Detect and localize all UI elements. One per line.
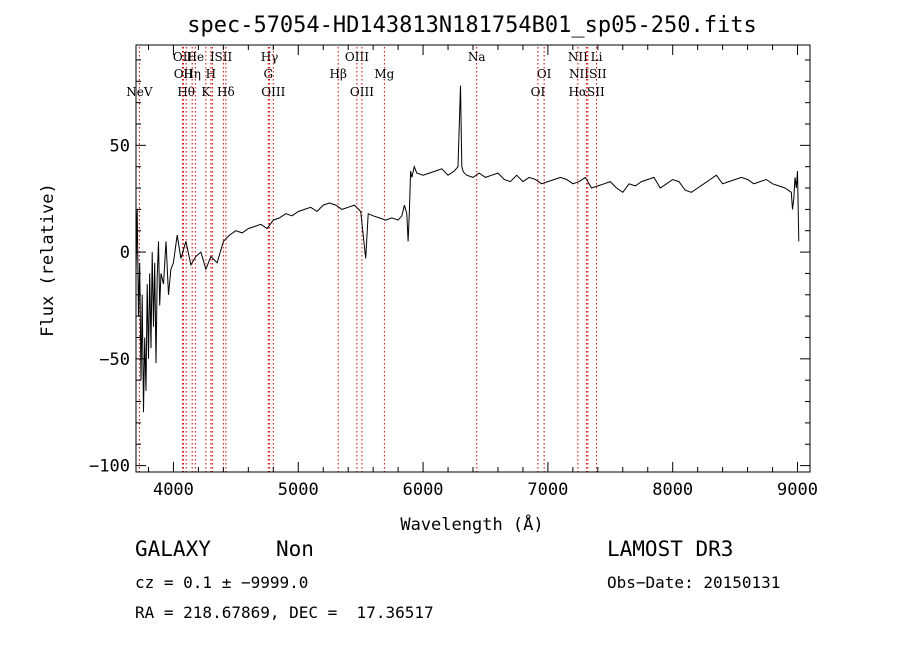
axis-ticks: 4000 5000 6000 7000 8000 9000 −100 −50 0 50 [89,45,818,500]
line-marker-label: G [264,67,274,81]
line-marker-label: NII [568,50,588,64]
line-marker-label: K [201,85,211,99]
y-axis-label: Flux (relative) [38,183,58,337]
line-marker-label: OIII [350,85,374,99]
plot-frame [135,44,811,473]
line-marker-label: H [206,67,216,81]
x-tick-label: 7000 [527,480,568,500]
ra-dec-readout: RA = 218.67869, DEC = 17.36517 [135,603,434,622]
line-marker-label: I [210,50,215,64]
x-tick-label: 5000 [278,480,319,500]
line-marker-label: OIII [261,85,285,99]
y-tick-label: −100 [89,457,130,477]
line-marker-label: Hγ [261,50,279,64]
line-marker-label: OI [531,85,546,99]
y-tick-label: 0 [120,243,130,263]
line-marker-label: OI [537,67,552,81]
spectrum-line [135,85,800,413]
line-marker-label: Na [468,50,486,64]
line-marker-label: Li [591,50,603,64]
line-marker-label: Mg [374,67,394,81]
line-marker-label: NIISII [569,67,607,81]
redshift-readout: cz = 0.1 ± −9999.0 [135,573,309,592]
obs-date: Obs−Date: 20150131 [607,573,781,592]
line-marker-label: OII [173,50,193,64]
line-marker-label: HαSII [568,85,605,99]
x-tick-label: 9000 [777,480,818,500]
line-marker-label: SII [215,50,233,64]
line-marker-label: He [186,50,204,64]
x-tick-label: 8000 [652,480,693,500]
line-marker-label: NeV [126,85,153,99]
x-tick-label: 6000 [403,480,444,500]
line-marker-label: OII [174,67,194,81]
x-tick-label: 4000 [153,480,194,500]
line-marker-label: Hθ [177,85,195,99]
line-marker-label: Hβ [329,67,346,81]
line-marker-label: Hη [183,67,201,81]
object-subclass: Non [276,537,314,561]
line-marker-label: OIII [345,50,369,64]
survey-name: LAMOST DR3 [607,537,734,561]
x-axis-label: Wavelength (Å) [400,513,543,535]
chart-title: spec-57054-HD143813N181754B01_sp05-250.f… [187,13,757,38]
y-tick-label: 50 [110,136,130,156]
object-class: GALAXY [135,537,211,561]
y-tick-label: −50 [99,350,130,370]
line-marker-label: Hδ [217,85,235,99]
